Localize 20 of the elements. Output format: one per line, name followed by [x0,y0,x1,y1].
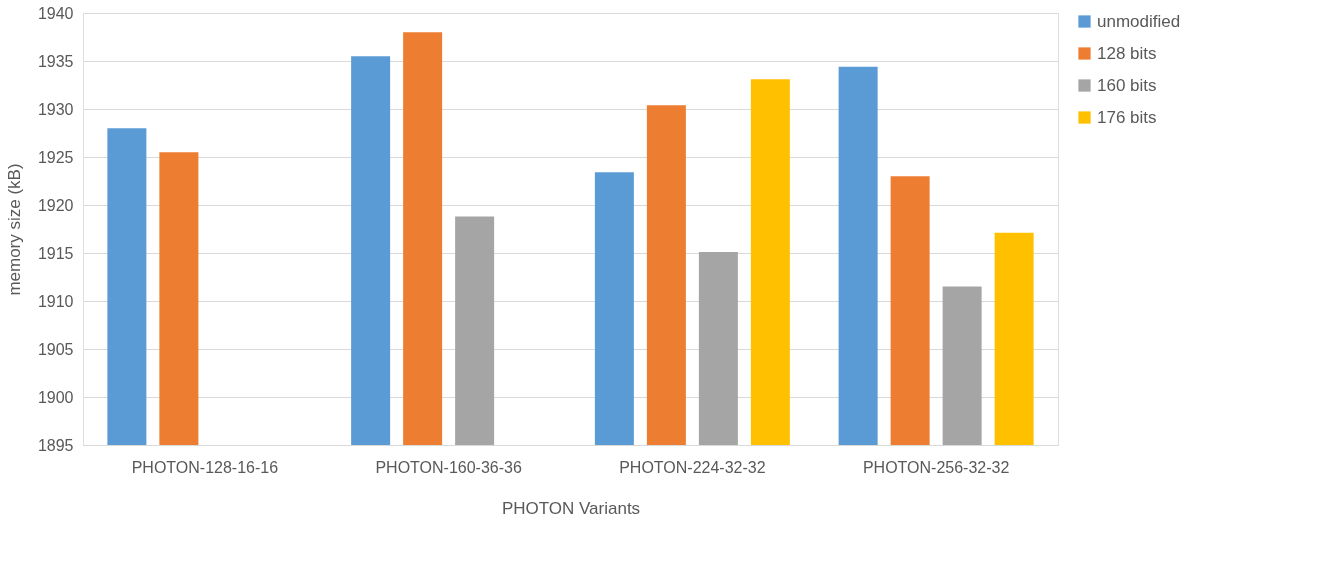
legend-label: 128 bits [1097,43,1157,63]
y-tick-label: 1920 [37,196,74,214]
y-tick-label: 1900 [37,388,74,406]
y-tick-label: 1940 [37,4,74,22]
x-tick-label: PHOTON-224-32-32 [619,458,766,476]
legend-label: unmodified [1097,11,1181,31]
y-axis-title: memory size (kB) [4,163,24,296]
legend-label: 176 bits [1097,107,1157,127]
x-tick-label: PHOTON-256-32-32 [862,458,1010,476]
y-tick-label: 1895 [37,436,74,454]
y-tick-label: 1915 [37,244,74,262]
y-tick-label: 1935 [37,52,74,70]
y-tick-label: 1925 [37,148,74,166]
x-tick-label: PHOTON-128-16-16 [131,458,279,476]
x-axis-title: PHOTON Variants [501,498,641,518]
x-tick-label: PHOTON-160-36-36 [375,458,522,476]
y-tick-label: 1905 [37,340,74,358]
y-tick-label: 1910 [37,292,74,310]
legend-label: 160 bits [1097,75,1157,95]
y-tick-label: 1930 [37,100,74,118]
